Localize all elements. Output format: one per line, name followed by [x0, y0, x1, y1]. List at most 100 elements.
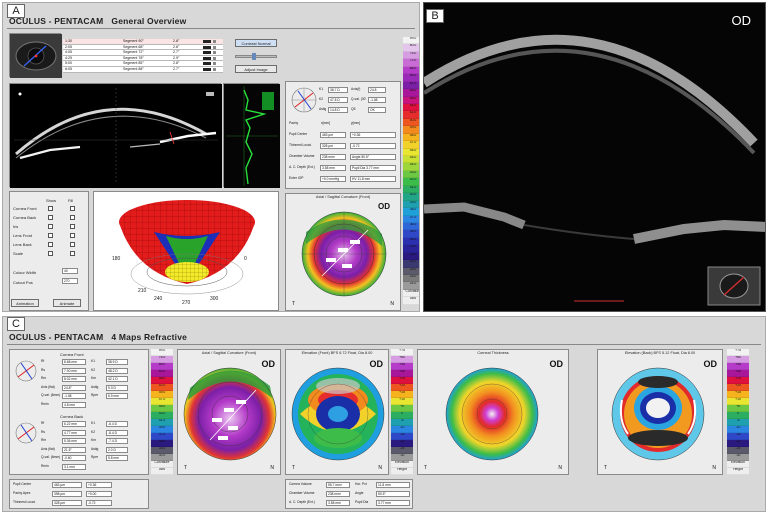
- scale-step: 61.0: [151, 370, 173, 377]
- pupil-label: Thinnest Locat.: [288, 143, 316, 149]
- display-option-label: Cornea Front: [13, 206, 37, 211]
- cornea-back-label: Cornea Back: [60, 414, 83, 419]
- segment-edit-icon[interactable]: [213, 57, 216, 60]
- scheimpflug-image[interactable]: [9, 83, 221, 187]
- chamber-row: Cornea Volume 55.7 mm³ Hor. Pvt 11.8 mm: [288, 481, 410, 490]
- fill-checkbox[interactable]: [70, 215, 75, 220]
- 3d-cornea-model[interactable]: 180 210 240 270 300 0: [93, 191, 279, 311]
- segment-edit-icon[interactable]: [213, 51, 216, 54]
- display-option-label: Lens Back: [13, 242, 32, 247]
- scale-step: +60: [391, 356, 413, 363]
- animate-button[interactable]: Animate: [53, 299, 81, 307]
- show-checkbox[interactable]: [48, 242, 53, 247]
- fill-checkbox[interactable]: [70, 233, 75, 238]
- segment-edit-icon[interactable]: [213, 68, 216, 71]
- segment-row[interactable]: 6:05 Segment 88° 2.7°: [63, 67, 223, 73]
- keratometry-row: K247.8 DQ-val. (30°)-1.08: [288, 96, 398, 105]
- fill-checkbox[interactable]: [70, 224, 75, 229]
- map-corneal-thickness[interactable]: Corneal Thickness OD T N: [417, 349, 569, 475]
- panel-label-b: B: [426, 9, 444, 23]
- scheimpflug-cornea-section: [10, 84, 222, 188]
- axis-temporal-label: T: [292, 301, 295, 307]
- segment-label: Segment 68°: [123, 45, 144, 50]
- scale-step: +60: [727, 356, 749, 363]
- show-checkbox[interactable]: [48, 251, 53, 256]
- fill-checkbox[interactable]: [70, 206, 75, 211]
- scale-step: 54.0: [403, 104, 420, 111]
- segment-time: 5:00: [65, 61, 72, 66]
- chamber-row: A. C. Depth (Ext.) 3.58 mm Pupil Dia 3.77 m…: [288, 499, 410, 508]
- pupil-value: +0.0 mmHg: [320, 176, 346, 182]
- contrast-slider[interactable]: [235, 55, 277, 58]
- value-label: Axis (flat): [40, 385, 60, 391]
- scale-step: +25: [727, 377, 749, 384]
- pupil-label: Enter IOP: [288, 176, 316, 182]
- adjust-image-button[interactable]: Adjust Image: [235, 65, 277, 73]
- contrast-normal-button[interactable]: Contrast Normal: [235, 39, 277, 47]
- scale-step: 52.0: [403, 111, 420, 118]
- display-option-label: Iris: [13, 224, 18, 229]
- value-field: 4.77 mm: [62, 430, 86, 436]
- value-label: Rs: [40, 368, 60, 374]
- map-elevation-front[interactable]: Elevation (Front) BFS 6.72 Float, Dia 8.…: [285, 349, 389, 475]
- show-checkbox[interactable]: [48, 215, 53, 220]
- segment-color-swatch: [203, 46, 211, 49]
- scale-step: +15: [727, 391, 749, 398]
- show-checkbox[interactable]: [48, 224, 53, 229]
- polar-tick-270: 270: [182, 300, 191, 306]
- scale-step: -20: [727, 440, 749, 447]
- map-axial-curvature[interactable]: Axial / Sagittal Curvature (Front) OD: [177, 349, 281, 475]
- show-checkbox[interactable]: [48, 233, 53, 238]
- polar-tick-0: 0: [244, 256, 247, 262]
- value-label: Rmin: [40, 402, 60, 408]
- pupil-label: Chamber Volume: [288, 154, 316, 160]
- fill-checkbox[interactable]: [70, 251, 75, 256]
- elevation-front-color-scale: +75 +60 +45 +30 +25 +20 +15 +10 +5 0 -5 -10 -15 -20 -2…: [391, 349, 413, 475]
- value-field: 21.5°: [62, 447, 86, 453]
- segment-value: 2.6°: [173, 45, 179, 50]
- segment-color-swatch: [203, 40, 211, 43]
- slider-handle[interactable]: [252, 53, 256, 60]
- segment-edit-icon[interactable]: [213, 62, 216, 65]
- value-label-2: K1: [90, 421, 104, 427]
- scale-step: -30: [727, 454, 749, 461]
- fill-checkbox[interactable]: [70, 242, 75, 247]
- colour-width-input[interactable]: 40: [62, 268, 78, 274]
- map-elevation-back[interactable]: Elevation (Back) BFS 5.12 Float, Dia 8.0…: [597, 349, 723, 475]
- scale-step: 33.0: [151, 447, 173, 454]
- scale-footer: Height: [727, 468, 749, 475]
- axis-nasal-label: N: [378, 465, 382, 471]
- axial-curvature-map-panel[interactable]: Axial / Sagittal Curvature (Front) OD: [285, 193, 401, 311]
- show-checkbox[interactable]: [48, 206, 53, 211]
- scale-footer: Abs: [403, 297, 420, 304]
- k-label: Astig.: [318, 107, 326, 113]
- segment-edit-icon[interactable]: [213, 40, 216, 43]
- app-title-c: OCULUS - PENTACAM 4 Maps Refractive: [9, 332, 187, 342]
- show-column-header: Show: [46, 198, 56, 203]
- axis-temporal-label: T: [424, 465, 427, 471]
- scale-step: 41.0: [151, 419, 173, 426]
- eye-thumbnail[interactable]: [9, 33, 61, 77]
- panel-a-general-overview: A OCULUS - PENTACAM General Overview 1:30…: [2, 2, 420, 312]
- panel-label-c: C: [7, 317, 25, 331]
- elevation-front-map: [286, 360, 389, 470]
- polar-tick-300: 300: [210, 296, 219, 302]
- scale-step: 49.0: [151, 391, 173, 398]
- value-field-2: -6.4 D: [106, 421, 128, 427]
- pachy-value-2: +0.36: [86, 482, 112, 488]
- segment-edit-icon[interactable]: [213, 46, 216, 49]
- keratometry-row: K1 38.7 D Axis(f) 24.8: [288, 86, 398, 95]
- curvature-color-scale: 99.0 76.0 68.0 61.0 56.0 52.0 49.0 47.0 45.0 43.0…: [151, 349, 173, 475]
- value-label: Rf: [40, 359, 60, 365]
- segment-time: 4:05: [65, 50, 72, 55]
- scale-step: -15: [391, 433, 413, 440]
- map-title: Axial / Sagittal Curvature (Front): [286, 195, 400, 201]
- pupil-value-2: y[mm]: [350, 121, 396, 127]
- map-title: Axial / Sagittal Curvature (Front): [178, 351, 280, 357]
- animation-button[interactable]: Animation: [11, 299, 39, 307]
- cutout-pos-input[interactable]: 270: [62, 278, 78, 284]
- polar-tick-240: 210: [138, 288, 147, 294]
- pupil-value: 3.58 mm: [320, 165, 346, 171]
- value-field-2: -7.4 D: [106, 438, 128, 444]
- pupil-value-2: -0.72: [350, 143, 396, 149]
